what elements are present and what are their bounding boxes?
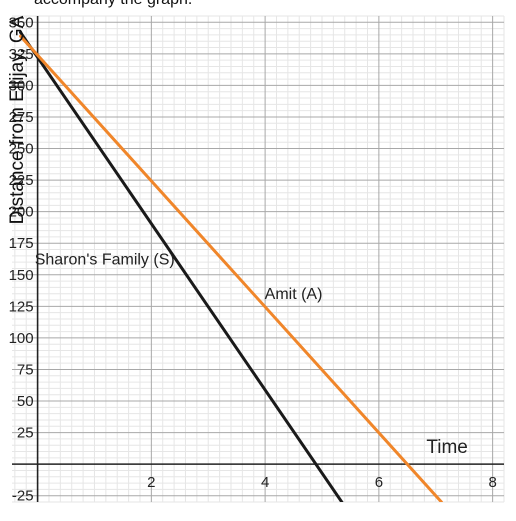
y-tick-label: 125 [9,298,34,315]
y-tick-label: 275 [9,109,34,126]
x-tick-label: 6 [375,474,383,491]
x-tick-label: 2 [147,474,155,491]
x-tick-label: 8 [488,474,496,491]
x-tick-label: 4 [261,474,269,491]
sharon-series-label: Sharon's Family (S) [35,252,175,269]
series-line-sharon [19,30,344,502]
y-tick-label: -25 [12,488,34,505]
y-tick-label: 350 [9,14,34,31]
y-tick-label: 75 [17,361,34,378]
y-tick-label: 25 [17,425,34,442]
y-axis-label: Distance from Ellijay, GA [7,15,28,225]
y-tick-label: 200 [9,204,34,221]
y-tick-label: 175 [9,235,34,252]
series-line-amit [19,34,443,502]
y-tick-label: 300 [9,77,34,94]
y-tick-label: 250 [9,141,34,158]
amit-series-label: Amit (A) [265,286,323,303]
y-tick-label: 325 [9,46,34,63]
y-tick-label: 225 [9,172,34,189]
y-tick-label: 100 [9,330,34,347]
y-tick-label: 50 [17,393,34,410]
y-tick-label: 150 [9,267,34,284]
chart-caption: accompany the graph. [34,0,192,9]
x-axis-label: Time [426,437,468,458]
